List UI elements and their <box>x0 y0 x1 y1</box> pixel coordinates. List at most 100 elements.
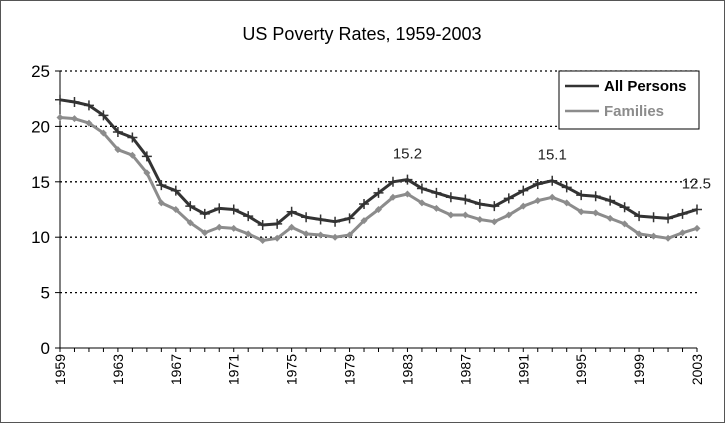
point-families-2001 <box>664 234 672 242</box>
point-families-2003 <box>693 224 701 232</box>
point-families-1966 <box>157 199 165 207</box>
point-all-persons-1977 <box>315 214 326 225</box>
point-all-persons-1974 <box>272 218 283 229</box>
point-families-1975 <box>288 223 296 231</box>
point-families-1984 <box>418 199 426 207</box>
point-families-1980 <box>360 217 368 225</box>
point-all-persons-1997 <box>605 195 616 206</box>
point-all-persons-1994 <box>561 182 572 193</box>
point-families-1987 <box>461 211 469 219</box>
data-label-2003: 12.5 <box>682 176 711 193</box>
point-all-persons-1968 <box>185 201 196 212</box>
point-families-1979 <box>346 231 354 239</box>
point-all-persons-1961 <box>83 100 94 111</box>
point-all-persons-1960 <box>69 97 80 108</box>
point-all-persons-1987 <box>460 194 471 205</box>
point-families-1991 <box>519 202 527 210</box>
x-tick-label-1959: 1959 <box>52 354 68 385</box>
point-all-persons-1967 <box>170 185 181 196</box>
x-tick-label-2003: 2003 <box>689 354 705 385</box>
point-families-1998 <box>621 220 629 228</box>
point-families-1992 <box>534 197 542 205</box>
point-all-persons-1981 <box>373 187 384 198</box>
point-all-persons-1980 <box>359 198 370 209</box>
point-all-persons-2003 <box>692 204 702 215</box>
point-families-1978 <box>331 233 339 241</box>
legend-label-families: Families <box>604 103 664 120</box>
point-all-persons-1983 <box>402 174 413 185</box>
legend-label-all-persons: All Persons <box>604 78 687 95</box>
x-tick-label-1975: 1975 <box>284 354 300 385</box>
y-tick-label-5: 5 <box>41 284 50 303</box>
y-tick-label-0: 0 <box>41 339 50 358</box>
data-label-1993: 15.1 <box>538 147 567 164</box>
point-all-persons-1992 <box>532 179 543 190</box>
point-families-2000 <box>650 232 658 240</box>
x-tick-label-1987: 1987 <box>457 354 473 385</box>
chart-title: US Poverty Rates, 1959-2003 <box>242 24 481 44</box>
point-all-persons-1984 <box>416 183 427 194</box>
point-all-persons-1963 <box>112 126 123 137</box>
x-tick-label-1991: 1991 <box>515 354 531 385</box>
point-all-persons-1970 <box>214 203 225 214</box>
point-all-persons-1971 <box>228 204 239 215</box>
point-all-persons-1976 <box>301 212 312 223</box>
point-all-persons-1990 <box>503 193 514 204</box>
point-families-1965 <box>143 169 151 177</box>
point-all-persons-1982 <box>387 176 398 187</box>
point-families-1973 <box>259 237 267 245</box>
point-families-1970 <box>215 223 223 231</box>
point-all-persons-1999 <box>634 211 645 222</box>
point-families-1962 <box>99 129 107 137</box>
point-families-1976 <box>302 230 310 238</box>
point-families-1974 <box>273 234 281 242</box>
point-all-persons-1975 <box>286 206 297 217</box>
point-all-persons-1962 <box>98 110 109 121</box>
x-tick-label-1963: 1963 <box>110 354 126 385</box>
point-families-1985 <box>432 204 440 212</box>
x-tick-label-1995: 1995 <box>573 354 589 385</box>
point-all-persons-1998 <box>619 202 630 213</box>
point-families-2002 <box>679 229 687 237</box>
point-families-1964 <box>128 151 136 159</box>
point-all-persons-1965 <box>141 151 152 162</box>
annotations: 15.2 15.1 12.5 <box>393 146 711 193</box>
x-tick-label-1971: 1971 <box>226 354 242 385</box>
series-line-families <box>59 116 698 243</box>
point-all-persons-1995 <box>576 190 587 201</box>
point-all-persons-1993 <box>547 175 558 186</box>
point-families-1961 <box>85 119 93 127</box>
point-families-1971 <box>230 224 238 232</box>
x-tick-label-1967: 1967 <box>168 354 184 385</box>
y-tick-label-20: 20 <box>31 117 50 136</box>
point-families-1994 <box>563 199 571 207</box>
point-all-persons-1959 <box>55 94 65 105</box>
point-families-1990 <box>505 211 513 219</box>
point-all-persons-1989 <box>489 201 500 212</box>
point-families-1977 <box>317 231 325 239</box>
point-families-1959 <box>56 114 64 122</box>
point-families-1983 <box>403 190 411 198</box>
point-all-persons-2002 <box>677 208 688 219</box>
point-families-1960 <box>70 115 78 123</box>
point-all-persons-1996 <box>590 191 601 202</box>
point-all-persons-2001 <box>663 213 674 224</box>
series-lines <box>55 94 702 245</box>
point-all-persons-1991 <box>518 185 529 196</box>
point-families-1989 <box>490 218 498 226</box>
point-all-persons-1966 <box>156 180 167 191</box>
y-tick-label-25: 25 <box>31 62 50 81</box>
point-families-1988 <box>476 215 484 223</box>
point-all-persons-1985 <box>431 187 442 198</box>
point-families-1963 <box>114 146 122 154</box>
point-families-1986 <box>447 211 455 219</box>
point-families-1997 <box>606 214 614 222</box>
point-all-persons-1972 <box>243 211 254 222</box>
point-all-persons-1988 <box>474 198 485 209</box>
point-families-1972 <box>244 230 252 238</box>
point-all-persons-2000 <box>648 212 659 223</box>
legend-box <box>558 70 700 130</box>
point-families-1967 <box>172 206 180 213</box>
